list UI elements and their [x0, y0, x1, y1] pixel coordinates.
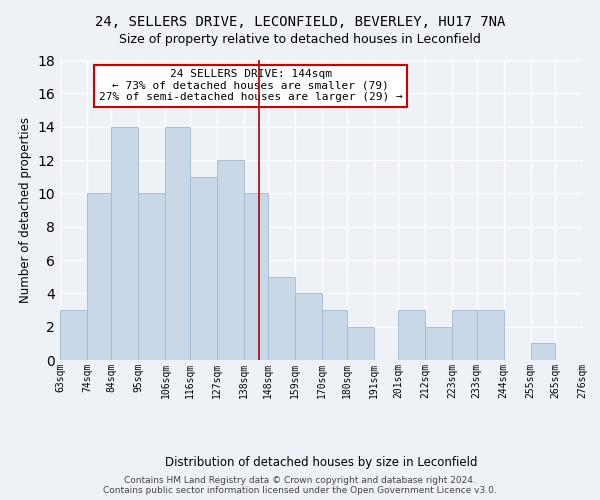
- Bar: [190, 176, 217, 360]
- Bar: [60, 310, 87, 360]
- Y-axis label: Number of detached properties: Number of detached properties: [19, 117, 32, 303]
- Text: Contains HM Land Registry data © Crown copyright and database right 2024.
Contai: Contains HM Land Registry data © Crown c…: [103, 476, 497, 495]
- Bar: [87, 194, 112, 360]
- X-axis label: Distribution of detached houses by size in Leconfield: Distribution of detached houses by size …: [165, 456, 477, 469]
- Bar: [244, 194, 268, 360]
- Text: 24 SELLERS DRIVE: 144sqm
← 73% of detached houses are smaller (79)
27% of semi-d: 24 SELLERS DRIVE: 144sqm ← 73% of detach…: [98, 69, 403, 102]
- Bar: [166, 126, 190, 360]
- Bar: [217, 160, 244, 360]
- Bar: [452, 310, 476, 360]
- Bar: [425, 326, 452, 360]
- Bar: [322, 310, 347, 360]
- Bar: [268, 276, 295, 360]
- Text: 24, SELLERS DRIVE, LECONFIELD, BEVERLEY, HU17 7NA: 24, SELLERS DRIVE, LECONFIELD, BEVERLEY,…: [95, 15, 505, 29]
- Bar: [530, 344, 555, 360]
- Bar: [139, 194, 166, 360]
- Bar: [476, 310, 503, 360]
- Bar: [398, 310, 425, 360]
- Text: Size of property relative to detached houses in Leconfield: Size of property relative to detached ho…: [119, 32, 481, 46]
- Bar: [295, 294, 322, 360]
- Bar: [347, 326, 374, 360]
- Bar: [112, 126, 139, 360]
